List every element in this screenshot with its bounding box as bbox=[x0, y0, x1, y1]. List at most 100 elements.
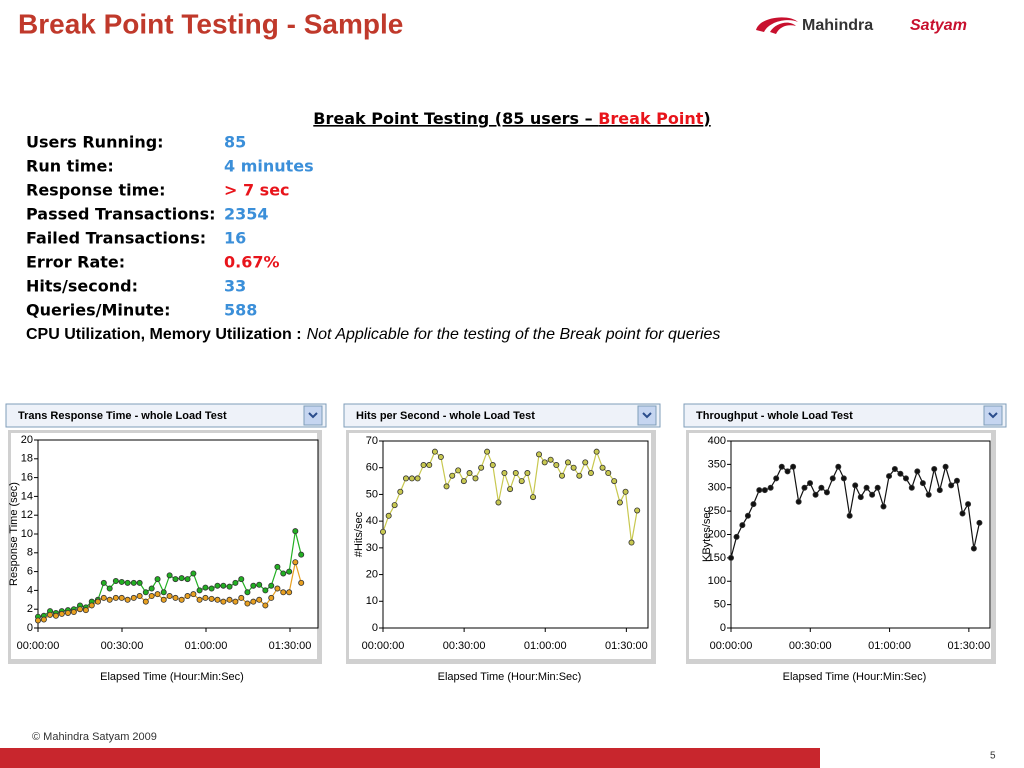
data-point bbox=[807, 480, 814, 487]
data-point bbox=[778, 463, 785, 470]
x-tick-label: 00:00:00 bbox=[362, 640, 405, 652]
panel-header bbox=[683, 403, 1007, 428]
y-tick-label: 0 bbox=[372, 622, 378, 634]
data-point bbox=[931, 466, 938, 473]
data-point bbox=[172, 576, 179, 583]
stat-value: 4 minutes bbox=[224, 157, 314, 176]
data-point bbox=[576, 472, 583, 479]
data-point bbox=[196, 587, 203, 594]
chart-panel: Throughput - whole Load Test 0 50 100 150 200… bbox=[683, 403, 1007, 683]
data-point bbox=[472, 475, 479, 482]
data-point bbox=[130, 579, 137, 586]
stat-value: 16 bbox=[224, 229, 246, 248]
data-point bbox=[976, 519, 983, 526]
copyright: © Mahindra Satyam 2009 bbox=[32, 731, 157, 743]
data-point bbox=[166, 572, 173, 579]
data-point bbox=[118, 578, 125, 585]
x-tick-label: 01:00:00 bbox=[868, 640, 911, 652]
data-point bbox=[154, 576, 161, 583]
data-point bbox=[587, 470, 594, 477]
x-axis-label: Elapsed Time (Hour:Min:Sec) bbox=[783, 671, 927, 683]
data-point bbox=[214, 596, 221, 603]
stat-value: 588 bbox=[224, 301, 257, 320]
data-point bbox=[622, 488, 629, 495]
data-point bbox=[455, 467, 462, 474]
y-tick-label: 0 bbox=[720, 622, 726, 634]
data-point bbox=[274, 563, 281, 570]
data-point bbox=[536, 451, 543, 458]
heading-suffix: ) bbox=[703, 109, 710, 128]
data-point bbox=[190, 591, 197, 598]
x-tick-label: 01:30:00 bbox=[947, 640, 990, 652]
data-point bbox=[214, 582, 221, 589]
data-point bbox=[250, 582, 257, 589]
data-point bbox=[280, 570, 287, 577]
data-point bbox=[823, 489, 830, 496]
data-point bbox=[420, 462, 427, 469]
chart-panel: Hits per Second - whole Load Test 0 10 20 30… bbox=[343, 403, 661, 683]
dropdown-button[interactable] bbox=[303, 405, 323, 426]
x-axis-label: Elapsed Time (Hour:Min:Sec) bbox=[438, 671, 582, 683]
data-point bbox=[262, 602, 269, 609]
y-tick-label: 20 bbox=[21, 434, 33, 446]
note-label: CPU Utilization, Memory Utilization : bbox=[26, 326, 302, 343]
data-point bbox=[756, 487, 763, 494]
data-point bbox=[484, 448, 491, 455]
y-tick-label: 2 bbox=[27, 603, 33, 615]
y-tick-label: 200 bbox=[708, 528, 726, 540]
data-point bbox=[852, 482, 859, 489]
data-point bbox=[959, 510, 966, 517]
data-point bbox=[238, 576, 245, 583]
data-point bbox=[739, 522, 746, 529]
data-point bbox=[280, 589, 287, 596]
x-tick-label: 01:30:00 bbox=[605, 640, 648, 652]
data-point bbox=[292, 559, 299, 566]
data-point bbox=[634, 507, 641, 514]
y-tick-label: 30 bbox=[366, 542, 378, 554]
data-point bbox=[478, 464, 485, 471]
x-tick-label: 00:00:00 bbox=[710, 640, 753, 652]
y-tick-label: 400 bbox=[708, 435, 726, 447]
data-point bbox=[518, 478, 525, 485]
data-point bbox=[184, 593, 191, 600]
dropdown-button[interactable] bbox=[983, 405, 1003, 426]
data-point bbox=[501, 470, 508, 477]
data-point bbox=[130, 594, 137, 601]
panel-header bbox=[343, 403, 661, 428]
data-point bbox=[208, 595, 215, 602]
data-point bbox=[507, 486, 514, 493]
data-point bbox=[52, 612, 59, 619]
data-point bbox=[489, 462, 496, 469]
data-point bbox=[886, 473, 893, 480]
data-point bbox=[970, 545, 977, 552]
data-point bbox=[100, 579, 107, 586]
data-point bbox=[553, 462, 560, 469]
y-tick-label: 12 bbox=[21, 509, 33, 521]
y-tick-label: 250 bbox=[708, 505, 726, 517]
data-point bbox=[172, 594, 179, 601]
data-point bbox=[728, 554, 735, 561]
data-point bbox=[226, 596, 233, 603]
data-point bbox=[784, 468, 791, 475]
data-point bbox=[208, 585, 215, 592]
data-point bbox=[402, 475, 409, 482]
data-point bbox=[124, 579, 131, 586]
data-point bbox=[605, 470, 612, 477]
data-point bbox=[919, 480, 926, 487]
stat-value: 2354 bbox=[224, 205, 269, 224]
data-point bbox=[58, 610, 65, 617]
data-point bbox=[154, 591, 161, 598]
data-point bbox=[112, 578, 119, 585]
x-tick-label: 00:00:00 bbox=[17, 640, 60, 652]
data-point bbox=[190, 570, 197, 577]
data-point bbox=[880, 503, 887, 510]
data-point bbox=[178, 596, 185, 603]
x-tick-label: 01:00:00 bbox=[185, 640, 228, 652]
stat-label: Error Rate: bbox=[26, 253, 125, 272]
data-point bbox=[835, 463, 842, 470]
y-tick-label: 6 bbox=[27, 566, 33, 578]
data-point bbox=[426, 462, 433, 469]
dropdown-button[interactable] bbox=[637, 405, 657, 426]
